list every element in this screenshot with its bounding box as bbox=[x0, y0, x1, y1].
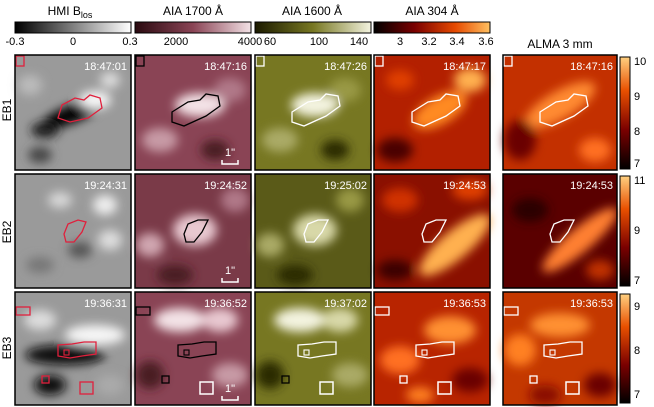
colorbar-aia1700 bbox=[134, 21, 252, 34]
timestamp-eb3-aia1700: 19:36:52 bbox=[204, 298, 247, 310]
tick-304-2: 3.4 bbox=[449, 36, 464, 48]
colorbar-alma-eb3 bbox=[619, 293, 631, 404]
tick-alma-eb1-1: 9 bbox=[634, 91, 640, 103]
timestamp-eb3-aia304: 19:36:53 bbox=[443, 298, 486, 310]
tick-alma-eb2-0: 11 bbox=[634, 175, 645, 187]
panel-eb2-alma: 19:24:53 bbox=[502, 173, 618, 289]
tick-hmi-1: 0 bbox=[70, 36, 76, 48]
tick-hmi-0: -0.3 bbox=[6, 36, 25, 48]
col-title-aia1600: AIA 1600 Å bbox=[282, 3, 342, 18]
tick-304-1: 3.2 bbox=[421, 36, 436, 48]
panel-eb3-aia304: 19:36:53 bbox=[373, 291, 491, 406]
timestamp-eb1-aia1700: 18:47:16 bbox=[204, 61, 247, 73]
colorbar-aia304 bbox=[373, 21, 491, 34]
panel-eb2-hmi: 19:24:31 bbox=[14, 173, 132, 289]
row-label-eb1: EB1 bbox=[0, 98, 14, 121]
tick-alma-eb1-2: 8 bbox=[634, 126, 640, 138]
tick-alma-eb1-3: 7 bbox=[634, 158, 640, 170]
tick-304-0: 3 bbox=[397, 36, 403, 48]
timestamp-eb2-aia1700: 19:24:52 bbox=[204, 180, 247, 192]
col-title-aia1700: AIA 1700 Å bbox=[163, 3, 223, 18]
panel-eb3-hmi: 19:36:31 bbox=[14, 291, 132, 406]
timestamp-eb3-hmi: 19:36:31 bbox=[84, 298, 127, 310]
timestamp-eb1-alma: 18:47:16 bbox=[570, 61, 613, 73]
tick-1600-1: 100 bbox=[310, 36, 328, 48]
tick-hmi-2: 0.3 bbox=[122, 36, 137, 48]
tick-alma-eb2-1: 9 bbox=[634, 225, 640, 237]
panel-eb1-aia1600: 18:47:26 bbox=[254, 54, 372, 171]
panel-eb2-aia1600: 19:25:02 bbox=[254, 173, 372, 289]
colorbar-aia1600 bbox=[254, 21, 372, 34]
tick-1600-2: 140 bbox=[350, 36, 368, 48]
tick-1700-1: 4000 bbox=[238, 36, 262, 48]
timestamp-eb1-aia304: 18:47:17 bbox=[443, 61, 486, 73]
timestamp-eb2-alma: 19:24:53 bbox=[570, 180, 613, 192]
tick-alma-eb1-0: 10 bbox=[634, 56, 646, 68]
panel-eb1-hmi: 18:47:01 bbox=[14, 54, 132, 171]
panel-eb2-aia1700: 1" 19:24:52 bbox=[134, 173, 252, 289]
tick-1700-0: 2000 bbox=[164, 36, 188, 48]
colorbar-alma-eb2 bbox=[619, 175, 631, 287]
panel-eb1-aia304: 18:47:17 bbox=[373, 54, 491, 171]
colorbar-hmi bbox=[14, 21, 132, 34]
col-title-hmi: HMI Blos bbox=[48, 4, 93, 20]
scalebar-label-eb1: 1" bbox=[225, 147, 235, 159]
timestamp-eb1-aia1600: 18:47:26 bbox=[324, 61, 367, 73]
panel-eb3-aia1700: 1" 19:36:52 bbox=[134, 291, 252, 406]
scalebar-label-eb3: 1" bbox=[225, 383, 235, 395]
col-title-aia304: AIA 304 Å bbox=[405, 3, 458, 18]
tick-alma-eb3-1: 8 bbox=[634, 345, 640, 357]
tick-alma-eb2-2: 7 bbox=[634, 275, 640, 287]
timestamp-eb3-aia1600: 19:37:02 bbox=[324, 298, 367, 310]
tick-304-3: 3.6 bbox=[478, 36, 493, 48]
row-label-eb2: EB2 bbox=[0, 220, 14, 243]
panel-eb3-aia1600: 19:37:02 bbox=[254, 291, 372, 406]
col-title-alma: ALMA 3 mm bbox=[527, 37, 592, 51]
panel-eb1-alma: 18:47:16 bbox=[502, 54, 618, 171]
scalebar-label-eb2: 1" bbox=[225, 265, 235, 277]
panel-eb2-aia304: 19:24:53 bbox=[373, 173, 491, 289]
timestamp-eb2-hmi: 19:24:31 bbox=[84, 180, 127, 192]
tick-1600-0: 60 bbox=[264, 36, 276, 48]
timestamp-eb2-aia1600: 19:25:02 bbox=[324, 180, 367, 192]
timestamp-eb2-aia304: 19:24:53 bbox=[443, 180, 486, 192]
tick-alma-eb3-2: 7 bbox=[634, 389, 640, 401]
timestamp-eb1-hmi: 18:47:01 bbox=[84, 61, 127, 73]
colorbar-alma-eb1 bbox=[619, 56, 631, 170]
row-label-eb3: EB3 bbox=[0, 336, 14, 359]
panel-eb1-aia1700: 1" 18:47:16 bbox=[134, 54, 252, 171]
timestamp-eb3-alma: 19:36:53 bbox=[570, 298, 613, 310]
panel-eb3-alma: 19:36:53 bbox=[502, 291, 618, 406]
tick-alma-eb3-0: 9 bbox=[634, 301, 640, 313]
